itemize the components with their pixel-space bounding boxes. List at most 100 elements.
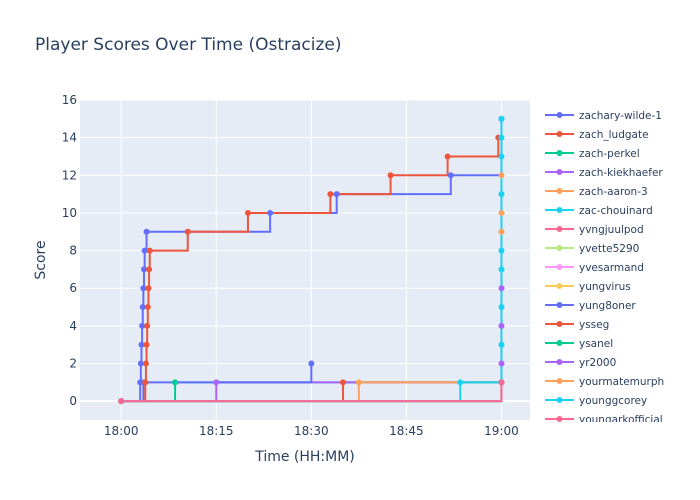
- legend-label: youngarkofficial: [579, 414, 663, 426]
- data-point-yourmatemurph: [498, 172, 505, 179]
- plot-area: [80, 100, 530, 420]
- legend-swatch-marker: [556, 340, 563, 346]
- legend-item-zach_ludgate[interactable]: zach_ludgate: [545, 129, 649, 141]
- legend-label: yungvirus: [579, 281, 631, 293]
- legend-item-yung8oner[interactable]: yung8oner: [545, 300, 636, 312]
- legend-item-yungvirus[interactable]: yungvirus: [545, 281, 631, 293]
- legend-label: yourmatemurph: [579, 376, 664, 388]
- data-point-ysseg: [145, 285, 152, 292]
- legend-label: zach-perkel: [579, 148, 640, 160]
- legend-label: yung8oner: [579, 300, 636, 312]
- legend-item-yourmatemurph[interactable]: yourmatemurph: [545, 376, 664, 388]
- legend-label: zach-aaron-3: [579, 186, 648, 198]
- data-point-ysseg: [142, 379, 149, 386]
- data-point-younggcorey: [498, 304, 505, 311]
- legend[interactable]: zachary-wilde-1 zach_ludgate zach-perkel za…: [545, 110, 664, 426]
- legend-swatch-marker: [556, 359, 563, 365]
- series-points: [118, 115, 505, 405]
- y-tick-label: 14: [62, 131, 77, 145]
- y-tick-labels: 0 2 4 6 8 10 12 14 16: [62, 93, 77, 408]
- x-tick-label: 18:30: [294, 424, 329, 438]
- legend-swatch-marker: [556, 131, 563, 137]
- legend-swatch-marker: [556, 112, 563, 118]
- legend-item-yr2000[interactable]: yr2000: [545, 357, 616, 369]
- data-point-ysseg: [327, 191, 334, 198]
- y-axis-title: Score: [33, 240, 49, 279]
- legend-swatch-marker: [556, 302, 563, 308]
- legend-item-zach-aaron-3[interactable]: zach-aaron-3: [545, 186, 648, 198]
- y-tick-label: 0: [69, 394, 77, 408]
- data-point-zachary-wilde-1: [139, 304, 146, 311]
- data-point-yung8oner: [308, 360, 315, 367]
- legend-item-zach-kiekhaefer[interactable]: zach-kiekhaefer: [545, 167, 663, 179]
- legend-label: zac-chouinard: [579, 205, 653, 217]
- data-point-zachary-wilde-1: [447, 172, 454, 179]
- legend-label: ysseg: [579, 319, 609, 331]
- data-point-ysseg: [146, 247, 153, 254]
- data-point-yr2000: [498, 322, 505, 329]
- data-point-zach_ludgate: [340, 379, 347, 386]
- legend-item-yvesarmand[interactable]: yvesarmand: [545, 262, 644, 274]
- series-line-youngarkofficial: [121, 382, 503, 403]
- y-tick-label: 8: [69, 244, 77, 258]
- legend-swatch-marker: [556, 207, 563, 213]
- legend-swatch-marker: [556, 321, 563, 327]
- legend-label: ysanel: [579, 338, 613, 350]
- legend-item-youngarkofficial[interactable]: youngarkofficial: [545, 414, 663, 426]
- data-point-youngarkofficial: [118, 398, 125, 405]
- data-point-yr2000: [498, 360, 505, 367]
- data-point-zachary-wilde-1: [141, 247, 148, 254]
- data-point-younggcorey: [498, 266, 505, 273]
- legend-item-zac-chouinard[interactable]: zac-chouinard: [545, 205, 653, 217]
- x-tick-label: 19:00: [484, 424, 519, 438]
- y-tick-label: 10: [62, 206, 77, 220]
- legend-swatch-marker: [556, 264, 563, 270]
- y-tick-label: 2: [69, 357, 77, 371]
- x-tick-label: 18:00: [104, 424, 139, 438]
- y-tick-label: 16: [62, 93, 77, 107]
- data-point-youngarkofficial: [498, 379, 505, 386]
- legend-label: yvngjuulpod: [579, 224, 644, 236]
- data-point-yourmatemurph: [498, 209, 505, 216]
- data-point-younggcorey: [498, 134, 505, 141]
- legend-label: zach_ludgate: [579, 129, 649, 141]
- data-point-ysseg: [146, 266, 153, 273]
- data-point-zach-kiekhaefer: [213, 379, 220, 386]
- legend-item-ysanel[interactable]: ysanel: [545, 338, 613, 350]
- legend-swatch-marker: [556, 378, 563, 384]
- legend-item-zachary-wilde-1[interactable]: zachary-wilde-1: [545, 110, 662, 122]
- legend-label: younggcorey: [579, 395, 647, 407]
- data-point-ysseg: [444, 153, 451, 160]
- y-tick-label: 4: [69, 319, 77, 333]
- data-point-zac-chouinard: [457, 379, 464, 386]
- legend-swatch-marker: [556, 245, 563, 251]
- data-point-younggcorey: [498, 247, 505, 254]
- data-point-younggcorey: [498, 191, 505, 198]
- data-point-ysseg: [184, 228, 191, 235]
- legend-label: yvette5290: [579, 243, 639, 255]
- data-point-ysseg: [142, 360, 149, 367]
- legend-item-yvngjuulpod[interactable]: yvngjuulpod: [545, 224, 644, 236]
- legend-item-ysseg[interactable]: ysseg: [545, 319, 609, 331]
- legend-item-younggcorey[interactable]: younggcorey: [545, 395, 647, 407]
- legend-item-yvette5290[interactable]: yvette5290: [545, 243, 639, 255]
- legend-swatch-marker: [556, 169, 563, 175]
- legend-swatch-marker: [556, 416, 563, 422]
- data-point-younggcorey: [498, 341, 505, 348]
- legend-label: yvesarmand: [579, 262, 644, 274]
- legend-swatch-marker: [556, 283, 563, 289]
- x-axis-title: Time (HH:MM): [254, 449, 355, 465]
- data-point-ysseg: [144, 322, 151, 329]
- legend-swatch-marker: [556, 188, 563, 194]
- data-point-younggcorey: [498, 153, 505, 160]
- data-point-zachary-wilde-1: [143, 228, 150, 235]
- legend-item-zach-perkel[interactable]: zach-perkel: [545, 148, 640, 160]
- data-point-ysseg: [387, 172, 394, 179]
- data-point-zachary-wilde-1: [139, 322, 146, 329]
- data-point-yr2000: [498, 285, 505, 292]
- data-point-yourmatemurph: [498, 228, 505, 235]
- legend-label: zach-kiekhaefer: [579, 167, 663, 179]
- legend-swatch-marker: [556, 397, 563, 403]
- x-tick-labels: 18:00 18:15 18:30 18:45 19:00: [104, 424, 519, 438]
- plot-clip-group: [118, 115, 505, 405]
